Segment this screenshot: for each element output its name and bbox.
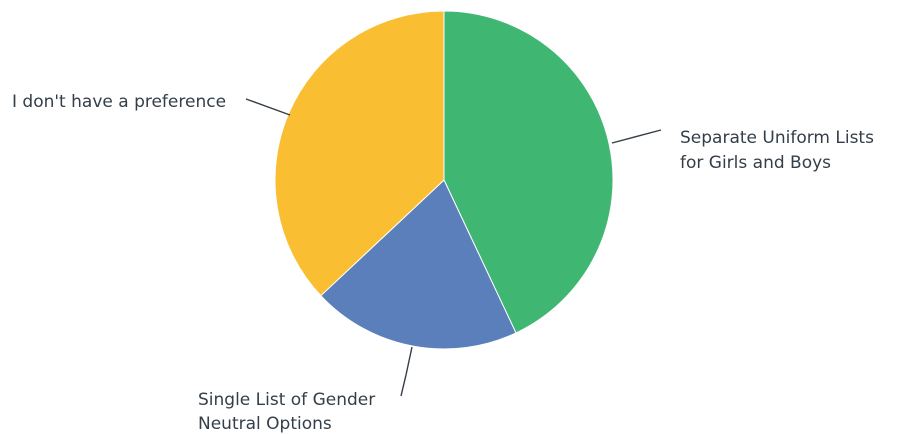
pie-slice-1 [443, 10, 614, 334]
leader-line-2 [400, 346, 413, 397]
slice-label-1: Separate Uniform Lists for Girls and Boys [680, 128, 874, 173]
slice-label-2: Single List of Gender Neutral Options [198, 390, 375, 434]
slice-label-line: Neutral Options [198, 414, 332, 434]
slice-labels: Separate Uniform Lists for Girls and Boys… [12, 92, 874, 434]
slice-label-line: Single List of Gender [198, 390, 375, 410]
leader-line-1 [611, 129, 662, 144]
leader-lines [245, 98, 662, 397]
slice-label-line: Separate Uniform Lists [680, 128, 874, 148]
leader-line-3 [245, 98, 291, 116]
slice-label-line: for Girls and Boys [680, 153, 831, 173]
pie-slice-2 [320, 179, 517, 350]
pie-slice-3 [274, 10, 445, 297]
slice-label-3: I don't have a preference [12, 92, 226, 112]
slice-label-line: I don't have a preference [12, 92, 226, 112]
pie-slices [274, 10, 614, 350]
